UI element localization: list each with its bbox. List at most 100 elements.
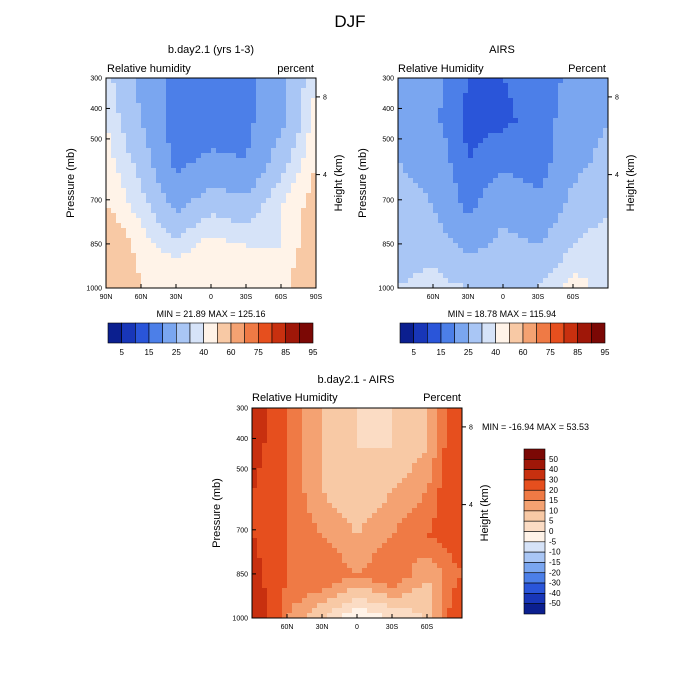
heatmap-cell (151, 263, 157, 269)
heatmap-cell (412, 528, 418, 534)
heatmap-cell (538, 148, 544, 154)
heatmap-cell (428, 138, 434, 144)
heatmap-cell (191, 183, 197, 189)
heatmap-cell (161, 198, 167, 204)
heatmap-cell (473, 278, 479, 284)
heatmap-cell (473, 133, 479, 139)
heatmap-cell (453, 188, 459, 194)
heatmap-cell (447, 548, 453, 554)
heatmap-cell (266, 193, 272, 199)
heatmap-cell (403, 273, 409, 279)
heatmap-cell (588, 88, 594, 94)
heatmap-cell (211, 83, 217, 89)
heatmap-cell (252, 553, 258, 559)
heatmap-cell (488, 133, 494, 139)
heatmap-cell (543, 223, 549, 229)
heatmap-cell (417, 413, 423, 419)
heatmap-cell (593, 133, 599, 139)
heatmap-cell (272, 428, 278, 434)
heatmap-cell (146, 143, 152, 149)
heatmap-cell (588, 268, 594, 274)
heatmap-cell (442, 513, 448, 519)
heatmap-cell (402, 438, 408, 444)
heatmap-cell (126, 83, 132, 89)
heatmap-cell (398, 238, 404, 244)
heatmap-cell (508, 138, 514, 144)
heatmap-cell (433, 253, 439, 259)
heatmap-cell (458, 133, 464, 139)
heatmap-cell (488, 93, 494, 99)
heatmap-cell (443, 88, 449, 94)
heatmap-cell (382, 478, 388, 484)
colorbar-label: 15 (145, 348, 154, 357)
heatmap-cell (357, 558, 363, 564)
heatmap-cell (593, 218, 599, 224)
heatmap-cell (473, 103, 479, 109)
heatmap-cell (271, 263, 277, 269)
heatmap-cell (317, 413, 323, 419)
heatmap-cell (518, 273, 524, 279)
heatmap-cell (408, 238, 414, 244)
heatmap-cell (493, 83, 499, 89)
heatmap-cell (438, 153, 444, 159)
heatmap-cell (553, 278, 559, 284)
heatmap-cell (196, 213, 202, 219)
heatmap-cell (463, 263, 469, 269)
heatmap-cell (221, 133, 227, 139)
heatmap-cell (468, 263, 474, 269)
heatmap-cell (241, 228, 247, 234)
heatmap-plot-obs: 60N 30N 0 30S 60S300400500700850100084Pressu… (357, 76, 637, 302)
heatmap-cell (236, 148, 242, 154)
heatmap-cell (151, 253, 157, 259)
heatmap-cell (342, 418, 348, 424)
heatmap-cell (598, 133, 604, 139)
heatmap-cell (231, 108, 237, 114)
heatmap-cell (141, 128, 147, 134)
heatmap-cell (518, 213, 524, 219)
heatmap-cell (407, 443, 413, 449)
heatmap-cell (327, 503, 333, 509)
heatmap-cell (151, 93, 157, 99)
heatmap-cell (418, 103, 424, 109)
heatmap-cell (413, 168, 419, 174)
colorbar-label: 60 (519, 348, 528, 357)
heatmap-cell (166, 233, 172, 239)
heatmap-cell (578, 268, 584, 274)
heatmap-cell (498, 248, 504, 254)
heatmap-cell (543, 93, 549, 99)
heatmap-cell (558, 83, 564, 89)
heatmap-cell (126, 238, 132, 244)
heatmap-cell (458, 153, 464, 159)
heatmap-cell (211, 233, 217, 239)
heatmap-cell (216, 248, 222, 254)
heatmap-cell (428, 223, 434, 229)
heatmap-cell (196, 243, 202, 249)
heatmap-cell (543, 193, 549, 199)
heatmap-cell (438, 278, 444, 284)
heatmap-cell (171, 263, 177, 269)
heatmap-cell (588, 143, 594, 149)
heatmap-cell (342, 558, 348, 564)
heatmap-cell (437, 438, 443, 444)
heatmap-cell (453, 108, 459, 114)
heatmap-cell (226, 153, 232, 159)
heatmap-cell (408, 178, 414, 184)
heatmap-cell (403, 123, 409, 129)
heatmap-cell (457, 468, 462, 474)
heatmap-cell (423, 113, 429, 119)
heatmap-cell (508, 193, 514, 199)
heatmap-cell (106, 208, 112, 214)
heatmap-cell (433, 193, 439, 199)
heatmap-cell (216, 178, 222, 184)
heatmap-cell (457, 438, 462, 444)
heatmap-cell (413, 253, 419, 259)
heatmap-cell (131, 148, 137, 154)
heatmap-cell (312, 468, 318, 474)
heatmap-cell (136, 263, 142, 269)
heatmap-cell (156, 218, 162, 224)
heatmap-cell (281, 188, 287, 194)
heatmap-cell (271, 208, 277, 214)
heatmap-cell (493, 223, 499, 229)
heatmap-cell (438, 268, 444, 274)
heatmap-cell (387, 413, 393, 419)
